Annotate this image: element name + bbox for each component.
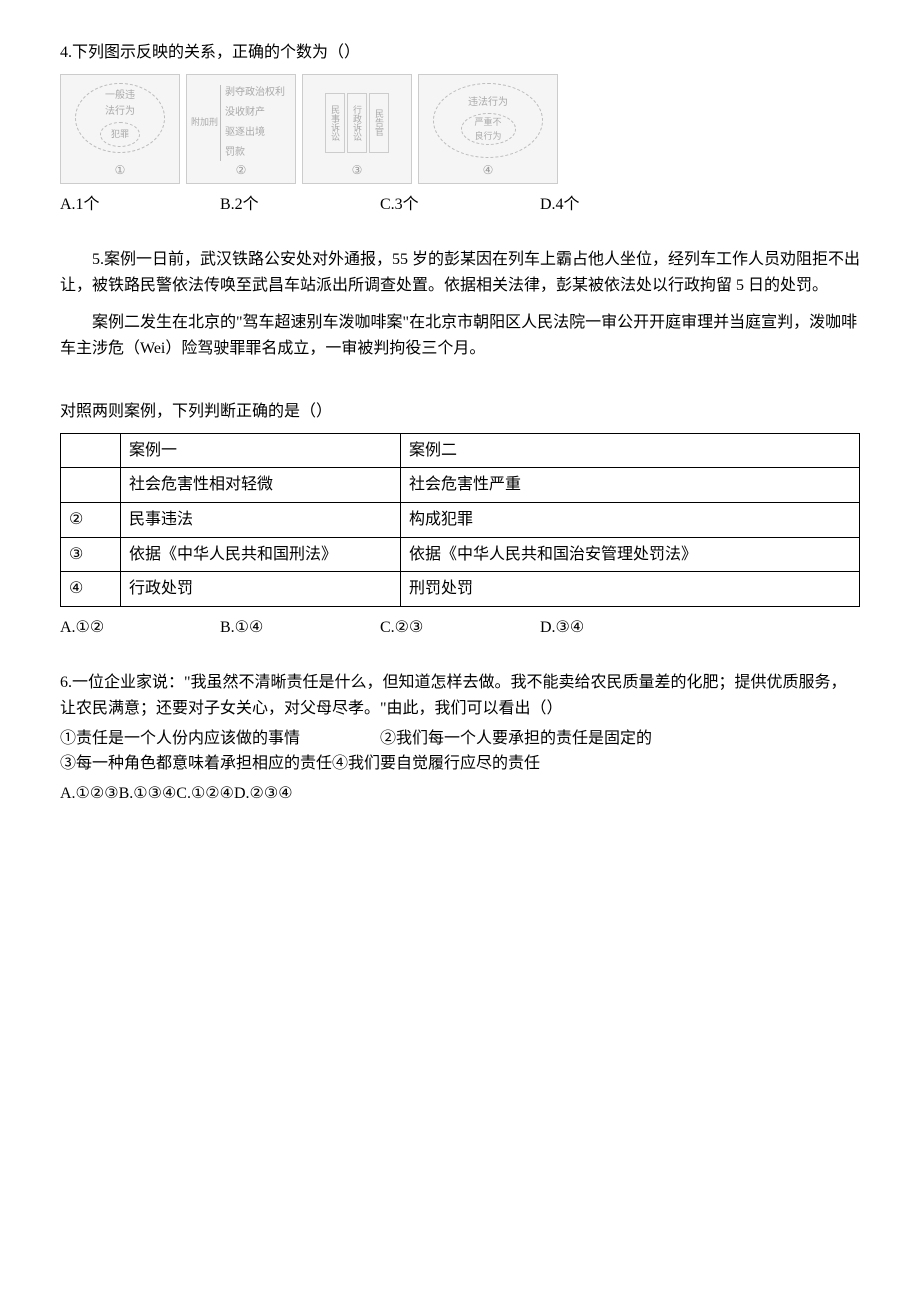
cell-num: ④: [61, 572, 121, 607]
table-row: ④ 行政处罚 刑罚处罚: [61, 572, 860, 607]
bracket: 附加刑 剥夺政治权利 没收财产 驱逐出境 罚款: [191, 83, 291, 163]
q4-options: A.1个 B.2个 C.3个 D.4个: [60, 192, 860, 218]
cell: 依据《中华人民共和国治安管理处罚法》: [401, 537, 860, 572]
question-5: 5.案例一日前，武汉铁路公安处对外通报，55 岁的彭某因在列车上霸占他人坐位，经…: [60, 247, 860, 640]
option-a: A.①②: [60, 615, 220, 641]
option-c: C.3个: [380, 192, 540, 218]
col-box: 民事诉讼: [325, 93, 345, 153]
cell: 构成犯罪: [401, 502, 860, 537]
q6-item34: ③每一种角色都意味着承担相应的责任④我们要自觉履行应尽的责任: [60, 751, 860, 777]
oval-text: 法行为: [105, 104, 135, 120]
cell: 刑罚处罚: [401, 572, 860, 607]
cell-header: 案例一: [121, 433, 401, 468]
cell: 依据《中华人民共和国刑法》: [121, 537, 401, 572]
option-c: C.②③: [380, 615, 540, 641]
q5-case2: 案例二发生在北京的"驾车超速别车泼咖啡案"在北京市朝阳区人民法院一审公开开庭审理…: [60, 310, 860, 361]
diagram-num: ①: [115, 161, 126, 180]
q5-options: A.①② B.①④ C.②③ D.③④: [60, 615, 860, 641]
table-row: 社会危害性相对轻微 社会危害性严重: [61, 468, 860, 503]
cell: 社会危害性严重: [401, 468, 860, 503]
cell-num: [61, 468, 121, 503]
option-d: D.③④: [540, 615, 700, 641]
diagram-num: ③: [352, 161, 363, 180]
question-4: 4.下列图示反映的关系，正确的个数为（） 一般违 法行为 犯罪 ① 附加刑 剥夺…: [60, 40, 860, 217]
q4-diagrams: 一般违 法行为 犯罪 ① 附加刑 剥夺政治权利 没收财产 驱逐出境 罚款 ② 民…: [60, 74, 860, 184]
oval-inner: 严重不 良行为: [461, 113, 516, 145]
col-box: 行政诉讼: [347, 93, 367, 153]
table-row: 案例一 案例二: [61, 433, 860, 468]
diagram-num: ②: [236, 161, 247, 180]
option-b: B.2个: [220, 192, 380, 218]
oval-outer: 违法行为 严重不 良行为: [433, 83, 543, 158]
q5-table: 案例一 案例二 社会危害性相对轻微 社会危害性严重 ② 民事违法 构成犯罪 ③ …: [60, 433, 860, 607]
three-cols: 民事诉讼 行政诉讼 民告官: [307, 83, 407, 153]
diagram-num: ④: [483, 161, 494, 180]
oval-outer: 一般违 法行为 犯罪: [75, 83, 165, 153]
table-row: ③ 依据《中华人民共和国刑法》 依据《中华人民共和国治安管理处罚法》: [61, 537, 860, 572]
bracket-item: 罚款: [225, 145, 285, 161]
option-a: A.1个: [60, 192, 220, 218]
cell: 民事违法: [121, 502, 401, 537]
cell-num: ②: [61, 502, 121, 537]
table-row: ② 民事违法 构成犯罪: [61, 502, 860, 537]
q6-options: A.①②③B.①③④C.①②④D.②③④: [60, 781, 860, 807]
q6-items: ①责任是一个人份内应该做的事情 ②我们每一个人要承担的责任是固定的 ③每一种角色…: [60, 726, 860, 777]
diagram-1: 一般违 法行为 犯罪 ①: [60, 74, 180, 184]
bracket-item: 驱逐出境: [225, 125, 285, 141]
inner-text: 严重不: [474, 115, 501, 129]
q5-compare: 对照两则案例，下列判断正确的是（）: [60, 399, 860, 425]
q6-item1: ①责任是一个人份内应该做的事情: [60, 726, 380, 752]
oval-inner: 犯罪: [100, 122, 140, 147]
option-b: B.①④: [220, 615, 380, 641]
q4-text: 4.下列图示反映的关系，正确的个数为（）: [60, 40, 860, 66]
q6-item2: ②我们每一个人要承担的责任是固定的: [380, 726, 652, 752]
col-box: 民告官: [369, 93, 389, 153]
cell-num: ③: [61, 537, 121, 572]
inner-text: 良行为: [474, 129, 501, 143]
cell: 社会危害性相对轻微: [121, 468, 401, 503]
diagram-3: 民事诉讼 行政诉讼 民告官 ③: [302, 74, 412, 184]
q6-text: 6.一位企业家说："我虽然不清晰责任是什么，但知道怎样去做。我不能卖给农民质量差…: [60, 670, 860, 721]
cell-header: 案例二: [401, 433, 860, 468]
q5-case1: 5.案例一日前，武汉铁路公安处对外通报，55 岁的彭某因在列车上霸占他人坐位，经…: [60, 247, 860, 298]
cell: 行政处罚: [121, 572, 401, 607]
diagram-2: 附加刑 剥夺政治权利 没收财产 驱逐出境 罚款 ②: [186, 74, 296, 184]
bracket-item: 剥夺政治权利: [225, 85, 285, 101]
question-6: 6.一位企业家说："我虽然不清晰责任是什么，但知道怎样去做。我不能卖给农民质量差…: [60, 670, 860, 806]
q6-line1: ①责任是一个人份内应该做的事情 ②我们每一个人要承担的责任是固定的: [60, 726, 860, 752]
option-d: D.4个: [540, 192, 700, 218]
diagram-4: 违法行为 严重不 良行为 ④: [418, 74, 558, 184]
oval-text: 违法行为: [468, 95, 508, 111]
bracket-label: 附加刑: [191, 115, 218, 129]
oval-text: 一般违: [105, 88, 135, 104]
bracket-items: 剥夺政治权利 没收财产 驱逐出境 罚款: [220, 85, 285, 161]
bracket-item: 没收财产: [225, 105, 285, 121]
cell-empty: [61, 433, 121, 468]
